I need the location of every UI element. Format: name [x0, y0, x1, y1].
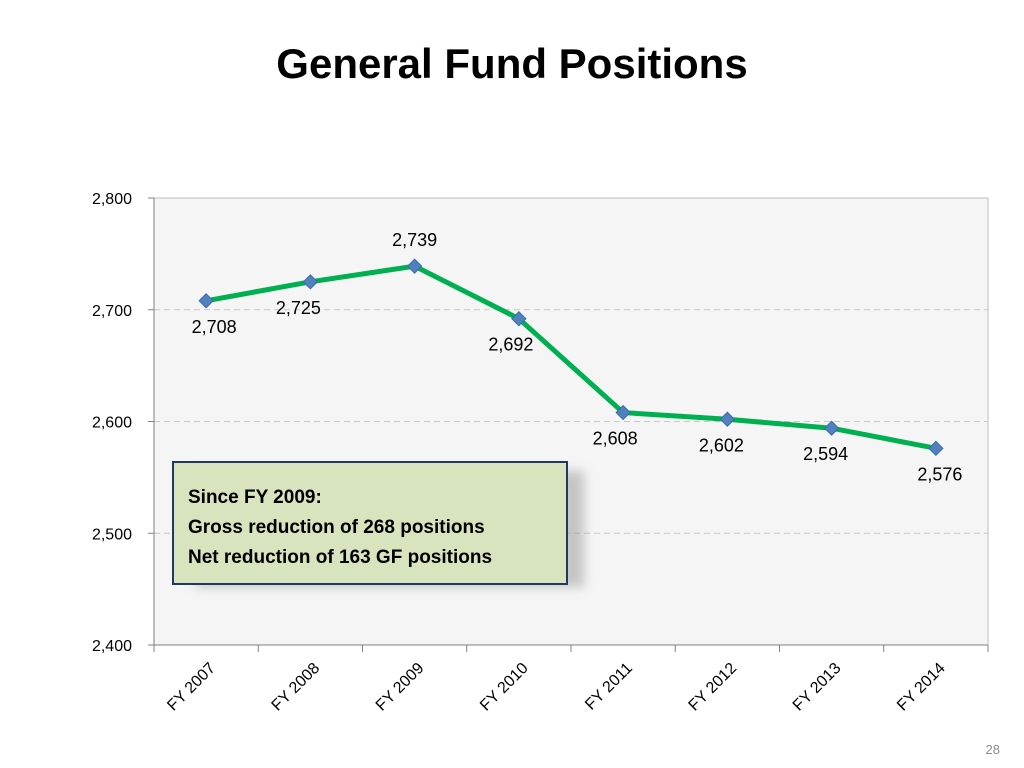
data-label: 2,708 [192, 317, 237, 337]
y-tick-label: 2,500 [92, 526, 132, 543]
data-point-marker [615, 404, 631, 421]
data-point-marker [719, 411, 736, 427]
page-number: 28 [985, 742, 1000, 757]
x-tick-label: FY 2014 [894, 660, 949, 715]
slide-title: General Fund Positions [276, 40, 748, 87]
data-point-marker [511, 310, 527, 327]
y-tick-label: 2,600 [92, 415, 132, 432]
data-point-marker [198, 293, 214, 309]
x-tick-label: FY 2010 [477, 660, 532, 715]
data-label: 2,602 [699, 435, 744, 455]
data-point-marker [302, 274, 319, 290]
data-label: 2,692 [488, 335, 533, 355]
y-tick-label: 2,700 [92, 303, 132, 320]
data-label: 2,739 [392, 230, 437, 250]
x-tick-label: FY 2012 [686, 660, 741, 715]
x-tick-label: FY 2009 [373, 660, 428, 715]
data-label: 2,594 [803, 444, 848, 464]
x-tick-label: FY 2011 [582, 660, 636, 714]
data-point-marker [928, 440, 944, 457]
data-point-marker [406, 258, 423, 274]
y-tick-label: 2,400 [92, 638, 132, 655]
x-tick-label: FY 2007 [164, 660, 219, 715]
x-tick-label: FY 2013 [790, 660, 845, 715]
data-label: 2,725 [276, 298, 321, 318]
summary-callout: Since FY 2009: Gross reduction of 268 po… [172, 461, 568, 585]
callout-line-gross: Gross reduction of 268 positions [188, 517, 485, 538]
data-label: 2,576 [917, 464, 962, 484]
data-point-marker [823, 420, 840, 436]
series-line [203, 263, 939, 451]
y-tick-label: 2,800 [92, 191, 132, 208]
callout-line-since: Since FY 2009: [188, 487, 322, 508]
x-tick-label: FY 2008 [269, 660, 324, 715]
callout-line-net: Net reduction of 163 GF positions [188, 547, 493, 568]
data-label: 2,608 [593, 429, 638, 449]
